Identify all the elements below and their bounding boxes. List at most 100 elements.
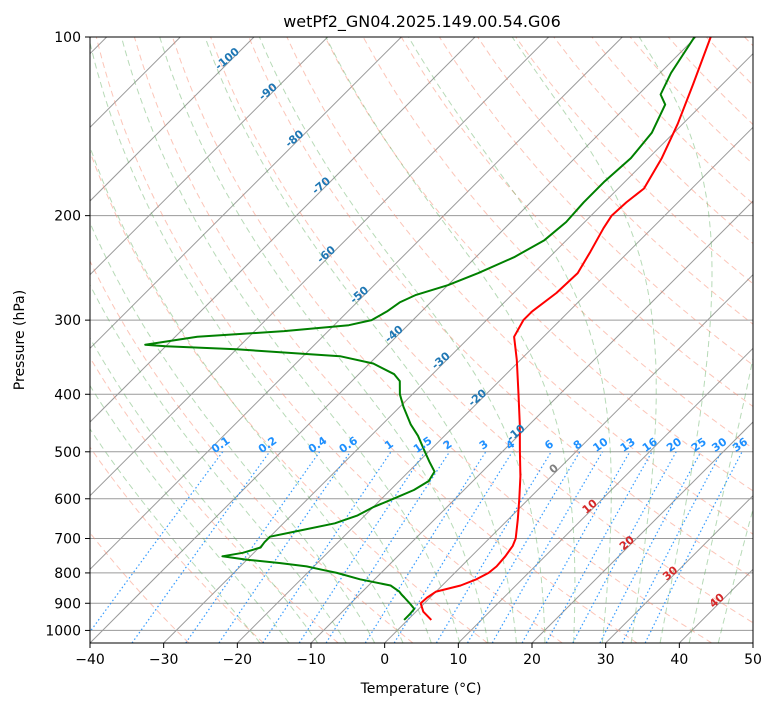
y-tick-label: 700	[54, 532, 81, 548]
mixing-ratio-label: 1.5	[411, 434, 434, 456]
dry-adiabat-line	[477, 37, 753, 325]
y-tick-label: 1000	[45, 623, 81, 639]
dry-adiabat-line	[591, 37, 753, 205]
dry-adiabat-line	[515, 37, 753, 285]
y-tick-label: 800	[54, 566, 81, 582]
mixing-ratio-label: 0.4	[306, 434, 330, 456]
dry-adiabat-line	[667, 37, 753, 126]
mixing-ratio-line	[545, 451, 653, 643]
x-tick-label: −20	[223, 652, 253, 668]
dry-adiabat-line	[90, 259, 414, 643]
dry-adiabat-line	[133, 37, 638, 643]
x-tick-label: −30	[149, 652, 179, 668]
isotherm-line	[457, 347, 753, 643]
x-tick-label: 40	[670, 652, 688, 668]
mixing-ratio-line	[262, 451, 392, 643]
mixing-ratio-line	[218, 451, 351, 643]
moist-adiabat-label: 20	[617, 533, 637, 553]
moist-adiabat-label: 40	[707, 590, 727, 610]
dry-adiabat-line	[324, 37, 753, 492]
moist-adiabat-line	[638, 37, 713, 643]
y-axis-label: Pressure (hPa)	[12, 290, 28, 390]
y-tick-label: 300	[54, 313, 81, 329]
mixing-ratio-line	[599, 451, 702, 643]
plot-frame	[89, 36, 754, 644]
dewpoint-profile-line	[144, 37, 696, 621]
mixing-ratio-label: 6	[542, 437, 556, 452]
y-tick-label: 100	[54, 30, 81, 46]
y-tick-label: 900	[54, 596, 81, 612]
moist-adiabat-line	[120, 37, 461, 643]
moist-adiabat-line	[90, 221, 376, 643]
moist-adiabat-line	[90, 337, 319, 643]
dry-adiabat-line	[90, 356, 339, 643]
dry-adiabat-label: -80	[283, 127, 307, 150]
y-tick-label: 500	[54, 445, 81, 461]
x-tick-label: −10	[296, 652, 326, 668]
dry-adiabat-line	[248, 37, 753, 579]
dry-adiabat-label: -90	[256, 80, 280, 103]
dry-adiabat-line	[286, 37, 753, 535]
dry-adiabat-line	[705, 37, 753, 86]
mixing-ratio-line	[298, 451, 426, 643]
mixing-ratio-line	[325, 451, 451, 643]
x-tick-label: 20	[523, 652, 541, 668]
x-tick-label: 50	[744, 652, 762, 668]
temperature-profile-line	[419, 37, 712, 621]
isotherm-line	[384, 273, 753, 643]
dry-adiabat-label: -20	[466, 386, 490, 409]
moist-adiabat-line	[688, 356, 753, 643]
dry-adiabat-line	[744, 37, 753, 47]
dry-adiabat-line	[210, 37, 753, 624]
isotherm-line	[90, 37, 329, 276]
y-tick-label: 200	[54, 209, 81, 225]
moist-adiabat-line	[717, 507, 753, 643]
isotherm-line	[163, 52, 753, 643]
dry-adiabat-label: -30	[429, 349, 453, 372]
moist-adiabat-line	[325, 37, 576, 643]
isotherm-line	[605, 494, 753, 643]
dry-adiabat-line	[90, 446, 264, 643]
x-tick-label: 10	[449, 652, 467, 668]
mixing-ratio-label: 2	[441, 437, 455, 452]
dry-adiabat-label: -70	[309, 174, 333, 197]
moist-adiabat-line	[90, 145, 404, 643]
isotherm-line	[236, 126, 753, 643]
chart-title: wetPf2_GN04.2025.149.00.54.G06	[283, 12, 561, 32]
isotherm-line	[90, 37, 550, 497]
mixing-ratio-line	[435, 451, 552, 643]
x-tick-label: 30	[597, 652, 615, 668]
mixing-ratio-line	[185, 451, 321, 643]
x-tick-label: 0	[380, 652, 389, 668]
dry-adiabat-label: -100	[212, 45, 242, 73]
y-tick-label: 400	[54, 387, 81, 403]
moist-adiabat-line	[159, 37, 489, 643]
x-axis-label: Temperature (°C)	[360, 681, 482, 697]
moist-adiabat-line	[90, 40, 432, 643]
mixing-ratio-line	[521, 451, 631, 643]
dry-adiabat-line	[172, 37, 712, 643]
mixing-ratio-label: 3	[477, 437, 491, 452]
x-tick-label: −40	[75, 652, 105, 668]
dry-adiabat-line	[90, 150, 488, 643]
dry-adiabat-label: -40	[382, 323, 406, 346]
moist-adiabat-line	[90, 283, 347, 643]
dry-adiabat-line	[95, 37, 563, 643]
isotherm-line	[90, 37, 476, 423]
y-tick-label: 600	[54, 492, 81, 508]
moist-adiabat-line	[408, 37, 612, 643]
isotherm-line	[90, 37, 255, 202]
isotherm-line	[531, 421, 753, 643]
moist-adiabat-line	[511, 37, 657, 643]
isotherm-line	[90, 37, 623, 571]
moist-adiabat-line	[90, 428, 261, 643]
mixing-ratio-label: 0.6	[337, 434, 361, 456]
moist-adiabat-label: 30	[660, 563, 680, 583]
moist-adiabat-label: 10	[580, 496, 600, 516]
isotherm-line	[752, 642, 753, 643]
mixing-ratio-line	[90, 451, 224, 633]
mixing-ratio-label: 0.1	[209, 434, 232, 456]
isotherm-line	[90, 37, 697, 643]
axes: −40 −30 −20 −10 0 10 20 30 40 5010020030040050060…	[45, 30, 762, 668]
